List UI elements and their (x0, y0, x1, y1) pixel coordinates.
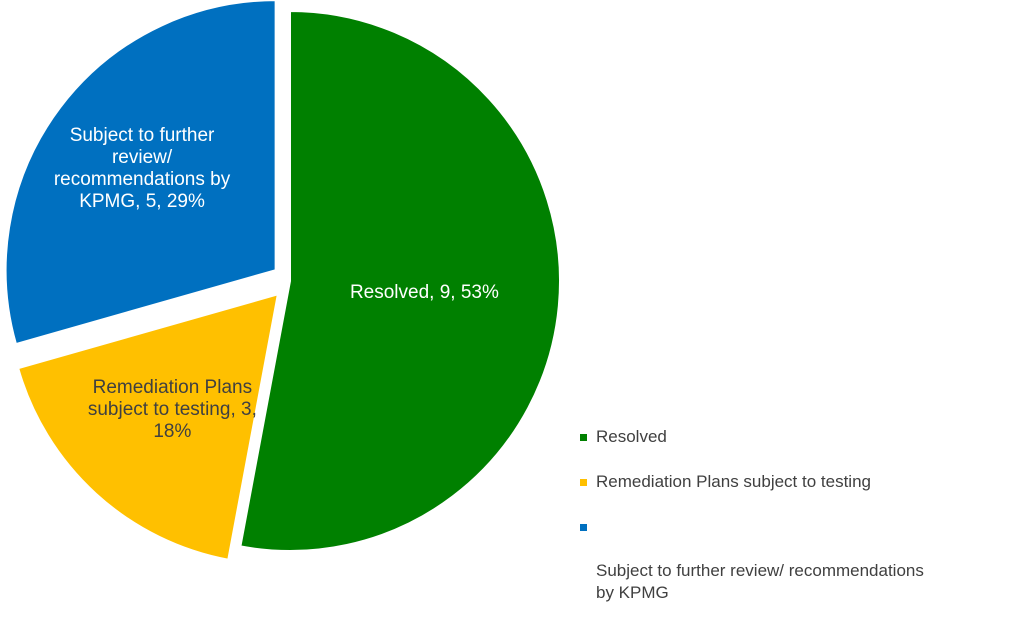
legend-item-remediation-plans: Remediation Plans subject to testing (580, 471, 1010, 493)
legend-label-resolved: Resolved (596, 427, 667, 446)
slice-label-remediation-plans: Remediation Plans subject to testing, 3,… (87, 377, 257, 443)
pie-chart (4, 0, 561, 561)
legend-label-remediation-plans: Remediation Plans subject to testing (596, 472, 871, 491)
legend-item-resolved: Resolved (580, 426, 1010, 448)
pie-slice-subject-to-further-review-recommendations-by-kpmg (4, 0, 277, 346)
slice-label-resolved: Resolved, 9, 53% (349, 282, 499, 304)
legend-swatch-remediation-plans (580, 479, 587, 486)
pie-slice-resolved (239, 9, 561, 552)
slice-label-further-review: Subject to further review/ recommendatio… (53, 125, 231, 213)
legend-swatch-further-review (580, 524, 587, 531)
legend-item-further-review: Subject to further review/ recommendatio… (580, 516, 1010, 604)
pie-slice-remediation-plans-subject-to-testing (16, 292, 280, 561)
legend-label-further-review: Subject to further review/ recommendatio… (596, 561, 924, 602)
legend-swatch-resolved (580, 434, 587, 441)
chart-legend: Resolved Remediation Plans subject to te… (580, 426, 1010, 627)
